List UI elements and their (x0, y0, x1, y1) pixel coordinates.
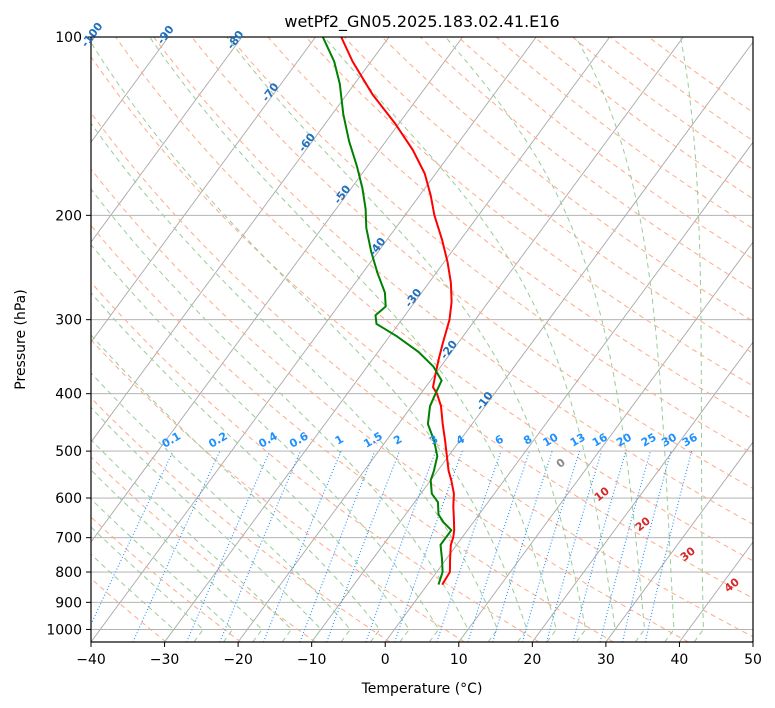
mixing-ratio-line (365, 450, 437, 642)
isotherm-line (91, 37, 390, 443)
dewpoint-profile-line (321, 37, 453, 585)
y-axis-label: Pressure (hPa) (13, 289, 29, 389)
dry-adiabat-line (115, 37, 753, 562)
dry-adiabat-line (191, 37, 753, 490)
isotherm-line (91, 37, 316, 343)
isotherm-line (605, 441, 753, 642)
dry-adiabat-line (343, 37, 753, 354)
isotherm-line (311, 41, 753, 642)
dry-adiabat-line (153, 37, 753, 525)
x-tick-label: 30 (597, 652, 615, 668)
dry-adiabat-line (305, 37, 753, 387)
dry-adiabat-line (534, 37, 753, 200)
moist-adiabat-line (91, 188, 469, 642)
mixing-ratio-line (132, 450, 221, 642)
moist-adiabat-line (445, 37, 646, 642)
y-tick-label: 200 (55, 208, 82, 224)
x-tick-label: −30 (150, 652, 180, 668)
moist-adiabat-line (91, 439, 293, 642)
dry-adiabat-line (91, 55, 753, 599)
mixing-ratio-line (622, 450, 672, 642)
y-tick-label: 300 (55, 313, 82, 329)
moist-adiabat-line (91, 292, 410, 642)
x-tick-label: 40 (671, 652, 689, 668)
moist-adiabat-line (91, 334, 381, 642)
mixing-ratio-line (326, 450, 401, 642)
dry-adiabat-line (91, 456, 316, 642)
mixing-ratio-line (91, 450, 174, 626)
dry-adiabat-line (610, 37, 753, 142)
y-tick-label: 600 (55, 491, 82, 507)
moist-adiabat-line (226, 37, 587, 642)
dry-adiabat-line (91, 168, 689, 642)
temperature-profile-line (340, 37, 456, 586)
dry-adiabat-line (572, 37, 753, 171)
moist-adiabat-line (91, 406, 322, 642)
x-tick-label: 10 (450, 652, 468, 668)
isotherm-line (91, 37, 169, 143)
mixing-ratio-line (572, 450, 627, 642)
moist-adiabat-line (149, 37, 557, 642)
x-axis-label: Temperature (°C) (361, 681, 483, 697)
y-axis-ticks: 100 200 300 400 500 600 700 800 900 1000 (46, 30, 91, 638)
mixing-ratio-line (394, 450, 463, 642)
dry-adiabat-line (91, 281, 540, 642)
y-tick-label: 500 (55, 444, 82, 460)
y-tick-label: 1000 (46, 622, 82, 638)
x-tick-label: 50 (744, 652, 762, 668)
moist-adiabat-line (91, 122, 498, 642)
y-tick-label: 800 (55, 565, 82, 581)
isotherm-line (531, 341, 753, 642)
isotherm-line (384, 141, 753, 642)
dry-adiabat-line (91, 112, 753, 638)
dry-adiabat-line (229, 37, 753, 455)
moist-adiabat-line (91, 372, 351, 642)
x-axis-ticks: −40 −30 −20 −10 0 10 20 30 40 50 (76, 642, 762, 668)
x-tick-label: −10 (297, 652, 327, 668)
y-tick-label: 700 (55, 531, 82, 547)
mixing-ratio-line (436, 450, 502, 642)
plot-frame (90, 36, 754, 643)
chart-title: wetPf2_GN05.2025.183.02.41.E16 (284, 12, 559, 32)
isotherm-line (458, 241, 753, 642)
x-tick-label: −40 (76, 652, 106, 668)
dry-adiabat-line (381, 37, 753, 322)
mixing-ratio-line (599, 450, 652, 642)
moist-adiabat-line (323, 37, 616, 642)
isotherm-line (91, 37, 243, 243)
mixing-ratio-line (299, 450, 376, 642)
moist-adiabat-line (91, 41, 528, 642)
y-tick-label: 100 (55, 30, 82, 46)
moist-adiabat-line (680, 37, 704, 642)
dry-adiabat-line (91, 224, 614, 642)
dry-adiabat-line (91, 397, 391, 642)
y-tick-label: 900 (55, 595, 82, 611)
isotherm-line (237, 37, 684, 642)
mixing-ratio-line (644, 450, 693, 642)
x-tick-label: −20 (223, 652, 253, 668)
dry-adiabat-line (267, 37, 753, 421)
moist-adiabat-line (575, 37, 675, 642)
x-tick-label: 0 (381, 652, 390, 668)
x-tick-label: 20 (523, 652, 541, 668)
y-tick-label: 400 (55, 387, 82, 403)
moist-adiabat-line (91, 469, 263, 642)
moist-adiabat-line (91, 243, 440, 642)
dry-adiabat-line (419, 37, 753, 291)
